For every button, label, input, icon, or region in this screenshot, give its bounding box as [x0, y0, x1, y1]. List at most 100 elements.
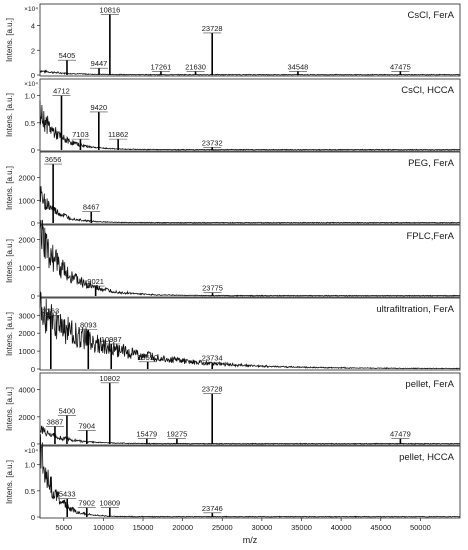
peak-label: 3887: [47, 417, 64, 426]
peak-label: 23734: [202, 354, 223, 363]
y-exponent: ×10⁴: [24, 81, 38, 88]
y-tick-label: 1.0: [25, 92, 35, 101]
y-tick-label: 0: [31, 146, 35, 155]
peak-label: 23746: [202, 504, 223, 513]
peak-label: 10809: [99, 499, 120, 508]
panel-frame: [39, 445, 461, 519]
x-axis-label: m/z: [243, 535, 258, 545]
panel-title: CsCl, FerA: [408, 10, 455, 21]
y-exponent: ×10⁴: [24, 6, 38, 13]
peak-label: 11862: [108, 130, 128, 139]
y-tick-label: 0: [31, 219, 35, 228]
peak-label: 7103: [72, 130, 89, 139]
spectrum-panel-1: 0 2 4 ×10⁴ Intens. [a.u.] 5405 9447 10816 17261 2…: [5, 3, 461, 80]
x-tick-label: 5000: [55, 523, 72, 532]
x-tick-label: 40000: [331, 523, 352, 532]
panel-frame: [39, 151, 461, 225]
y-tick-label: 0: [31, 440, 35, 449]
y-tick-label: 2000: [18, 329, 35, 338]
y-tick-label: 0: [31, 365, 35, 374]
x-axis: 5000 10000 15000 20000 25000 30000 35000 40000 4…: [55, 518, 431, 545]
spectrum-trace: [39, 291, 460, 370]
y-axis-label: Intens. [a.u.]: [5, 166, 14, 210]
spectrum-panel-4: 0 1000 2000 Intens. [a.u.] 9021 23775 FPLC,Fer…: [5, 219, 461, 301]
peak-label: 5405: [59, 51, 76, 60]
y-axis-label: Intens. [a.u.]: [5, 312, 14, 356]
peak-label: 47479: [390, 430, 411, 439]
peak-label: 34548: [287, 62, 308, 71]
peak-label: 5400: [59, 406, 76, 415]
y-axis-label: Intens. [a.u.]: [5, 18, 14, 62]
y-exponent: ×10⁴: [24, 448, 38, 455]
y-tick-label: 4: [31, 22, 35, 31]
spectrum-trace: [39, 219, 461, 297]
x-tick-label: 20000: [172, 523, 193, 532]
spectrum-panel-3: 0 1000 2000 Intens. [a.u.] 3656 8467 PEG, FerA: [5, 151, 461, 228]
peak-label: 9420: [90, 103, 107, 112]
y-tick-label: 4000: [18, 386, 35, 395]
y-tick-label: 1000: [18, 196, 35, 205]
peak-label: 7904: [78, 421, 95, 430]
peak-label: 7902: [78, 499, 95, 508]
y-tick-label: 2: [31, 46, 35, 55]
panel-title: FPLC,FerA: [406, 231, 454, 242]
y-tick-label: 3000: [18, 311, 35, 320]
y-tick-label: 1000: [18, 264, 35, 273]
peak-label: 8467: [83, 203, 100, 212]
y-axis-label: Intens. [a.u.]: [5, 93, 14, 137]
peak-label: 9021: [87, 277, 104, 286]
panel-title: ultrafiltration, FerA: [376, 304, 454, 315]
spectrum-panel-5: 0 1000 2000 3000 Intens. [a.u.] 3363 8093 10987…: [5, 291, 461, 374]
y-tick-label: 1000: [18, 347, 35, 356]
y-tick-label: 0.5: [25, 119, 35, 128]
x-tick-label: 15000: [133, 523, 154, 532]
panel-frame: [39, 297, 461, 371]
peak-label: 19275: [166, 430, 187, 439]
y-axis-label: Intens. [a.u.]: [5, 239, 14, 283]
y-tick-label: 0: [31, 71, 35, 80]
panel-title: pellet, HCCA: [399, 452, 455, 463]
panel-title: pellet, FerA: [405, 379, 454, 390]
peak-label: 15479: [136, 430, 157, 439]
panel-frame: [39, 224, 461, 298]
x-tick-label: 10000: [93, 523, 114, 532]
peak-label: 4712: [53, 87, 70, 96]
spectrum-trace: [39, 186, 461, 224]
x-tick-label: 25000: [212, 523, 233, 532]
peak-label: 17261: [151, 62, 172, 71]
y-axis-label: Intens. [a.u.]: [5, 460, 14, 504]
peak-label: 3656: [45, 155, 62, 164]
peak-label: 23775: [202, 284, 223, 293]
peak-label: 9447: [91, 59, 108, 68]
peak-label: 23728: [202, 385, 223, 394]
peak-label: 8093: [80, 321, 97, 330]
panel-title: PEG, FerA: [408, 158, 455, 169]
peak-label: 10816: [99, 5, 120, 14]
y-tick-label: 0: [31, 513, 35, 522]
y-tick-label: 2000: [18, 174, 35, 183]
x-tick-label: 50000: [410, 523, 431, 532]
spectrum-trace: [39, 100, 461, 151]
peak-label: 47475: [390, 62, 411, 71]
y-tick-label: 2000: [18, 235, 35, 244]
x-tick-label: 35000: [291, 523, 312, 532]
peak-label: 3363: [42, 306, 59, 315]
peak-label: 15590: [137, 353, 158, 362]
x-tick-label: 45000: [370, 523, 391, 532]
y-tick-label: 0.5: [25, 487, 35, 496]
peak-label: 21630: [185, 62, 206, 71]
peak-label: 23732: [202, 138, 223, 147]
peak-label: 5433: [59, 490, 76, 499]
y-tick-label: 2000: [18, 413, 35, 422]
panel-title: CsCl, HCCA: [401, 85, 454, 96]
spectrum-panel-2: 0 0.5 1.0 ×10⁴ Intens. [a.u.] 4712 7103 9420 118…: [5, 78, 461, 155]
y-axis-label: Intens. [a.u.]: [5, 387, 14, 431]
peak-label: 10987: [101, 335, 122, 344]
x-tick-label: 30000: [251, 523, 272, 532]
peak-label: 10802: [99, 374, 120, 383]
panel-frame: [39, 78, 461, 152]
peak-label: 23728: [202, 24, 223, 33]
